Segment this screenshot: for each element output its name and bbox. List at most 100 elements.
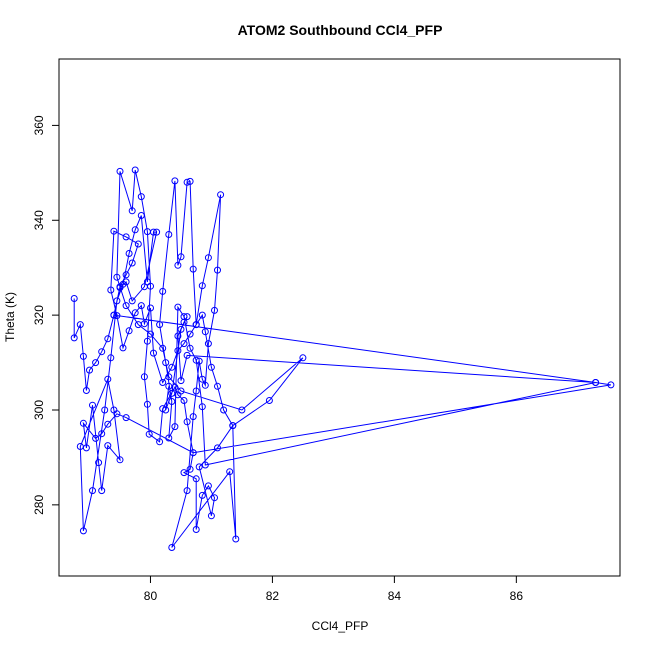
plot-area: [70, 166, 615, 551]
data-point: [592, 379, 600, 386]
data-point: [192, 387, 200, 395]
data-point: [110, 227, 118, 235]
data-point: [214, 382, 221, 390]
data-point: [180, 340, 188, 348]
data-point: [79, 352, 87, 360]
data-point: [186, 465, 194, 473]
series-line: [73, 169, 611, 548]
data-point: [116, 284, 124, 292]
x-tick-label: 86: [510, 589, 524, 603]
data-point: [134, 321, 142, 329]
y-tick-label: 280: [32, 495, 46, 515]
data-point: [70, 334, 78, 342]
data-point: [168, 363, 176, 371]
data-point: [147, 304, 154, 312]
data-point: [92, 359, 100, 367]
data-point: [122, 414, 130, 422]
data-point: [201, 328, 209, 336]
data-point: [116, 456, 124, 464]
data-point: [168, 398, 176, 405]
y-axis: 280 300 320 340 360: [32, 115, 60, 515]
data-point: [101, 406, 109, 414]
y-axis-label: Theta (K): [3, 292, 17, 342]
data-point: [192, 356, 200, 364]
data-point: [174, 347, 182, 355]
data-point: [165, 382, 173, 390]
data-point: [204, 254, 212, 262]
data-point: [104, 375, 112, 383]
data-point: [79, 527, 87, 535]
data-point: [137, 193, 145, 201]
data-point: [70, 295, 78, 302]
data-point: [116, 167, 124, 175]
data-point: [131, 166, 139, 174]
data-point: [143, 400, 151, 408]
data-point: [159, 344, 167, 352]
data-point: [156, 321, 164, 329]
data-point: [195, 463, 203, 471]
data-point: [177, 325, 185, 333]
data-point: [165, 231, 173, 238]
data-point: [162, 359, 170, 367]
data-point: [232, 535, 240, 543]
data-point: [122, 271, 130, 279]
data-point: [214, 444, 221, 452]
data-point: [137, 212, 145, 219]
data-point: [145, 430, 153, 438]
data-point: [125, 327, 133, 335]
data-point: [92, 434, 100, 442]
data-point: [171, 177, 179, 185]
data-point: [150, 349, 157, 357]
data-point: [122, 302, 130, 310]
data-point: [186, 330, 194, 338]
x-tick-label: 80: [144, 589, 158, 603]
data-point: [174, 261, 182, 269]
y-tick-label: 340: [32, 210, 46, 230]
y-tick-label: 320: [32, 305, 46, 325]
data-point: [299, 354, 307, 362]
data-point: [122, 233, 130, 241]
y-tick-label: 360: [32, 115, 46, 135]
data-point: [183, 351, 191, 359]
data-point: [192, 321, 200, 329]
data-point: [174, 332, 182, 340]
data-point: [189, 449, 197, 457]
data-point: [104, 420, 112, 428]
data-point: [137, 302, 145, 310]
x-tick-label: 82: [266, 589, 280, 603]
data-point: [192, 526, 200, 533]
data-point: [113, 312, 121, 320]
data-point: [177, 377, 185, 385]
data-point: [211, 494, 218, 502]
data-point: [143, 337, 151, 345]
data-point: [183, 418, 191, 426]
data-point: [207, 363, 215, 371]
data-point: [128, 297, 136, 305]
data-point: [104, 442, 112, 450]
data-point: [76, 443, 84, 450]
data-point: [183, 313, 191, 321]
data-point: [153, 228, 161, 236]
data-point: [198, 375, 206, 383]
data-point: [186, 177, 194, 185]
data-point: [147, 330, 154, 338]
data-point: [183, 178, 191, 186]
data-point: [192, 475, 200, 483]
data-point: [180, 469, 188, 477]
data-point: [140, 283, 148, 291]
data-point: [220, 406, 228, 414]
data-point: [177, 253, 185, 261]
data-point: [113, 297, 121, 305]
data-point: [211, 306, 218, 314]
data-point: [189, 265, 197, 273]
data-point: [265, 397, 273, 404]
data-point: [79, 419, 87, 427]
data-point: [204, 340, 212, 348]
data-point: [198, 403, 206, 411]
data-point: [168, 544, 176, 551]
chart-title: ATOM2 Southbound CCl4_PFP: [238, 22, 443, 38]
x-axis-label: CCl4_PFP: [312, 619, 369, 633]
data-point: [607, 381, 615, 389]
